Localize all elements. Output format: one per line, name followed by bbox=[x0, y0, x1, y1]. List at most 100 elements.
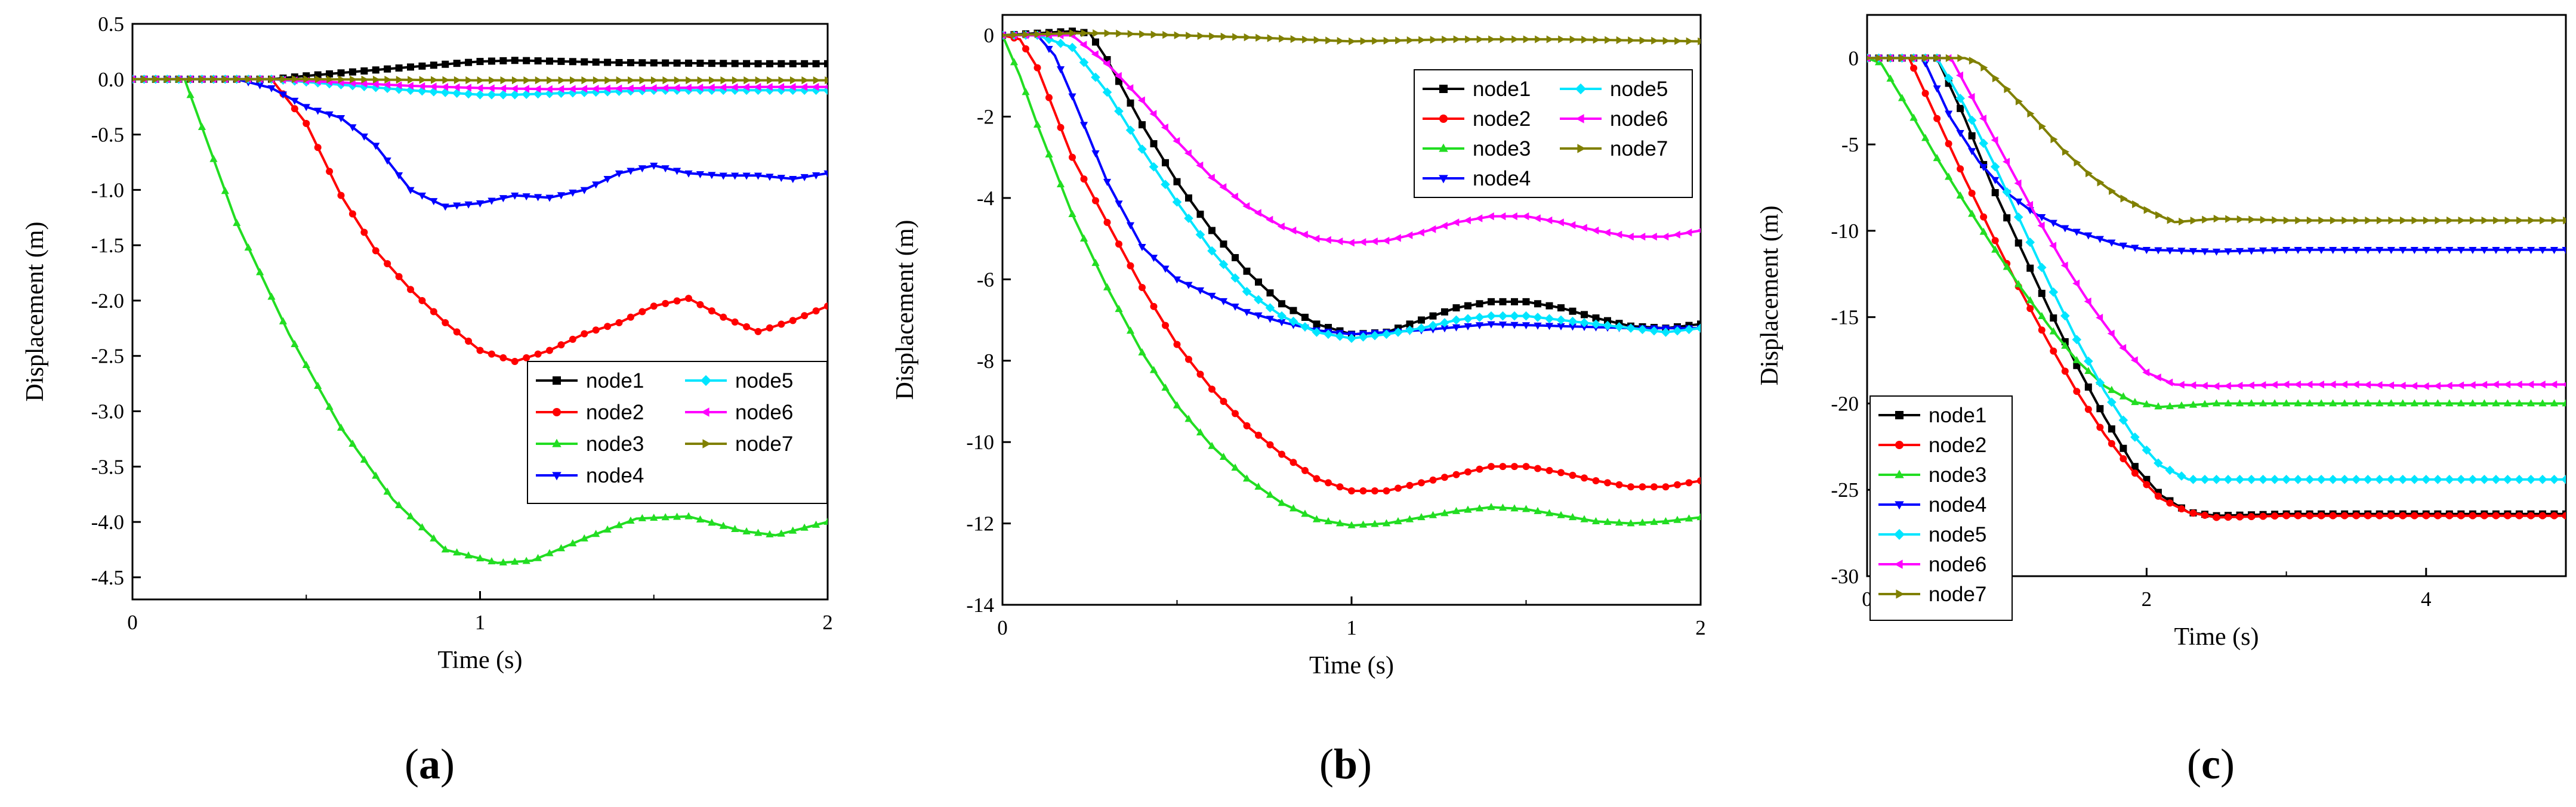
data-point-node3 bbox=[1208, 441, 1216, 449]
legend-item-node5: node5 bbox=[1878, 523, 1986, 546]
data-point-node2 bbox=[581, 330, 588, 338]
data-point-node3 bbox=[1417, 513, 1426, 521]
data-point-node7 bbox=[1523, 35, 1531, 44]
data-point-node1 bbox=[581, 58, 588, 66]
legend-label: node2 bbox=[1473, 107, 1531, 131]
data-point-node3 bbox=[1452, 506, 1461, 514]
data-point-node7 bbox=[141, 75, 149, 84]
data-point-node1 bbox=[743, 60, 751, 67]
data-point-node2 bbox=[2038, 326, 2046, 334]
x-tick-label: 0 bbox=[127, 611, 138, 634]
data-point-node6 bbox=[1615, 230, 1622, 239]
data-point-node1 bbox=[2131, 463, 2139, 471]
data-point-node7 bbox=[2376, 216, 2384, 225]
data-point-node3 bbox=[1115, 305, 1123, 313]
data-point-node3 bbox=[2515, 399, 2523, 407]
data-point-node2 bbox=[592, 326, 600, 334]
data-point-node6 bbox=[1638, 233, 1646, 241]
data-point-node2 bbox=[2445, 512, 2453, 520]
plot-frame bbox=[1866, 14, 2567, 577]
data-point-node2 bbox=[1980, 213, 1988, 221]
data-point-node5 bbox=[2258, 475, 2268, 484]
data-point-node7 bbox=[1430, 36, 1437, 44]
data-point-node1 bbox=[1092, 38, 1099, 46]
data-point-node2 bbox=[824, 302, 828, 310]
data-point-node4 bbox=[1522, 322, 1531, 330]
data-point-node4 bbox=[777, 175, 785, 183]
data-point-node5 bbox=[2095, 378, 2105, 388]
legend-box bbox=[1869, 395, 2013, 621]
x-axis-title: Time (s) bbox=[438, 647, 523, 674]
data-point-node6 bbox=[777, 83, 785, 91]
data-point-node7 bbox=[1616, 36, 1624, 44]
data-point-node3 bbox=[1138, 348, 1146, 355]
data-point-node4 bbox=[2084, 232, 2093, 240]
data-point-node2 bbox=[1080, 175, 1088, 183]
data-point-node6 bbox=[1417, 228, 1424, 237]
data-point-node4 bbox=[279, 91, 288, 99]
data-point-node2 bbox=[2259, 512, 2267, 520]
data-point-node4 bbox=[1068, 93, 1076, 101]
data-point-node1 bbox=[650, 59, 658, 67]
data-point-node4 bbox=[2049, 219, 2057, 227]
data-point-node7 bbox=[1535, 35, 1542, 44]
data-point-node2 bbox=[1185, 355, 1192, 363]
data-point-node1 bbox=[1185, 194, 1192, 202]
data-point-node2 bbox=[1022, 45, 1029, 52]
data-point-node5 bbox=[1195, 230, 1205, 240]
data-point-node3 bbox=[383, 487, 391, 495]
x-tick-label: 1 bbox=[475, 611, 486, 634]
y-tick-label: -25 bbox=[1831, 478, 1859, 502]
data-point-node4 bbox=[800, 174, 809, 181]
data-point-node4 bbox=[2457, 246, 2465, 254]
data-point-node2 bbox=[2213, 514, 2220, 521]
data-point-node4 bbox=[1464, 323, 1472, 330]
data-point-node3 bbox=[1591, 517, 1600, 524]
data-point-node2 bbox=[2189, 509, 2197, 517]
data-point-node7 bbox=[1453, 35, 1461, 44]
data-point-node7 bbox=[662, 76, 670, 85]
data-point-node5 bbox=[406, 85, 415, 95]
data-point-node6 bbox=[1126, 84, 1134, 92]
data-point-node6 bbox=[1603, 228, 1611, 237]
data-point-node3 bbox=[2550, 399, 2559, 407]
y-tick-label: -0.5 bbox=[91, 123, 124, 147]
y-tick-label: -14 bbox=[966, 593, 994, 617]
data-point-node3 bbox=[2503, 399, 2512, 407]
data-point-node7 bbox=[408, 76, 415, 84]
series-node5 bbox=[1002, 30, 1701, 344]
data-point-node4 bbox=[1557, 323, 1565, 330]
legend-item-node5: node5 bbox=[1560, 78, 1668, 101]
data-point-node5 bbox=[2410, 475, 2420, 484]
data-point-node1 bbox=[1208, 227, 1215, 234]
data-point-node1 bbox=[465, 58, 473, 66]
data-point-node2 bbox=[1301, 466, 1309, 474]
data-point-node5 bbox=[1510, 311, 1519, 321]
data-point-node5 bbox=[1068, 42, 1077, 52]
data-point-node3 bbox=[1685, 514, 1693, 522]
data-point-node2 bbox=[1139, 283, 1146, 291]
legend-item-node1: node1 bbox=[1423, 78, 1531, 101]
data-point-node3 bbox=[661, 513, 670, 521]
y-tick-label: -8 bbox=[977, 350, 994, 373]
data-point-node1 bbox=[442, 60, 449, 68]
data-point-node2 bbox=[1057, 123, 1065, 131]
data-point-node1 bbox=[348, 68, 356, 76]
data-point-node2 bbox=[2387, 512, 2395, 520]
data-point-node7 bbox=[1569, 35, 1577, 44]
data-point-node2 bbox=[2131, 469, 2139, 477]
data-point-node4 bbox=[731, 172, 739, 180]
data-point-node7 bbox=[2318, 216, 2326, 225]
data-point-node5 bbox=[2200, 475, 2210, 484]
data-point-node1 bbox=[1313, 320, 1321, 328]
data-point-node2 bbox=[2143, 481, 2151, 488]
data-point-node5 bbox=[1230, 273, 1240, 283]
data-point-node1 bbox=[766, 60, 773, 67]
chart-panel-b: 0 1 2 0 -2 -4 -6 -8 -10 -12 -14 Time (s) Displacemen… bbox=[891, 14, 1706, 788]
data-point-node2 bbox=[604, 323, 612, 330]
data-point-node4 bbox=[2282, 246, 2291, 254]
data-point-node5 bbox=[1300, 322, 1310, 332]
data-point-node6 bbox=[1967, 92, 1975, 101]
data-point-node4 bbox=[2177, 248, 2186, 255]
data-point-node5 bbox=[2107, 397, 2117, 407]
